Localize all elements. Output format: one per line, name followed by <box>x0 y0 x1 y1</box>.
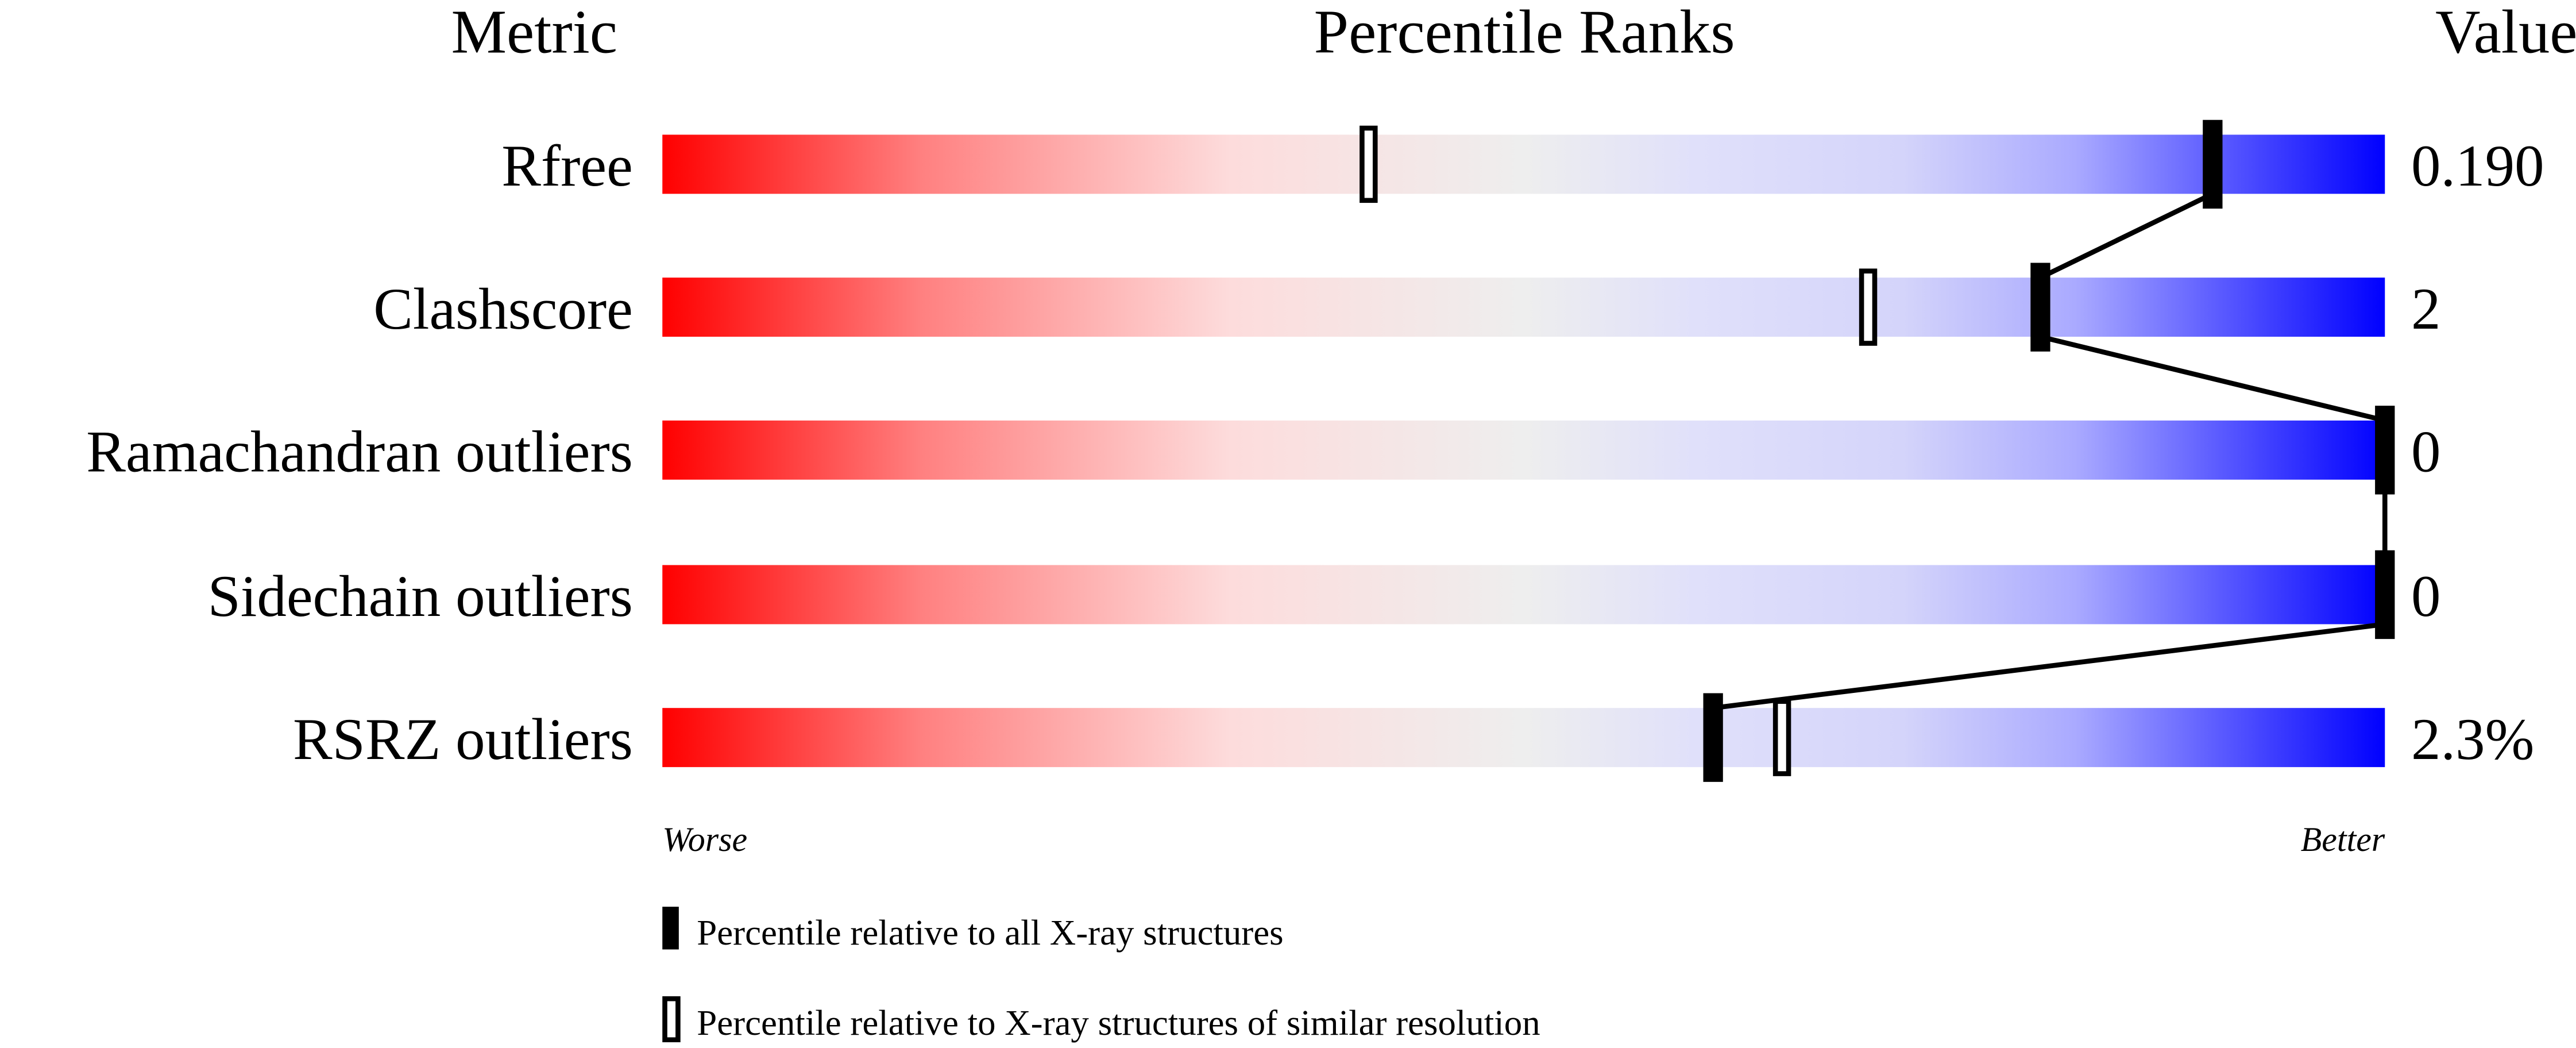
axis-worse-label: Worse <box>662 820 747 858</box>
header-percentile-ranks: Percentile Ranks <box>1314 0 1735 66</box>
marker-all-structures <box>1703 693 1723 782</box>
metric-label: Ramachandran outliers <box>86 419 633 485</box>
marker-all-structures <box>2375 550 2395 639</box>
legend-filled-marker <box>662 907 679 950</box>
percentile-bar <box>662 708 2385 768</box>
connector-line <box>2040 334 2386 423</box>
legend: Percentile relative to all X-ray structu… <box>662 907 1540 1043</box>
metric-value: 0.190 <box>2411 133 2544 199</box>
metric-label: Clashscore <box>373 276 633 342</box>
percentile-bar <box>662 420 2385 480</box>
metric-label: RSRZ outliers <box>293 707 633 772</box>
metric-value: 2.3% <box>2411 707 2534 772</box>
metric-label: Rfree <box>501 133 633 199</box>
metric-value: 0 <box>2411 564 2440 629</box>
metric-value: 2 <box>2411 276 2440 342</box>
connector-line <box>2039 191 2214 280</box>
legend-open-label: Percentile relative to X-ray structures … <box>697 1003 1540 1043</box>
marker-all-structures <box>2030 263 2050 352</box>
percentile-bar <box>662 134 2385 194</box>
header-metric: Metric <box>451 0 617 66</box>
marker-all-structures <box>2375 406 2395 495</box>
connector-line <box>1713 622 2385 711</box>
header-value: Value <box>2435 0 2576 66</box>
marker-all-structures <box>2203 120 2223 209</box>
percentile-bar <box>662 278 2385 337</box>
marker-similar-resolution <box>1772 699 1791 776</box>
marker-similar-resolution <box>1859 268 1878 346</box>
legend-filled-label: Percentile relative to all X-ray structu… <box>697 912 1283 953</box>
percentile-bar <box>662 565 2385 625</box>
metric-label: Sidechain outliers <box>208 564 633 629</box>
marker-similar-resolution <box>1360 125 1378 203</box>
axis-better-label: Better <box>2301 820 2385 858</box>
legend-open-marker <box>662 996 681 1042</box>
metric-value: 0 <box>2411 419 2440 485</box>
